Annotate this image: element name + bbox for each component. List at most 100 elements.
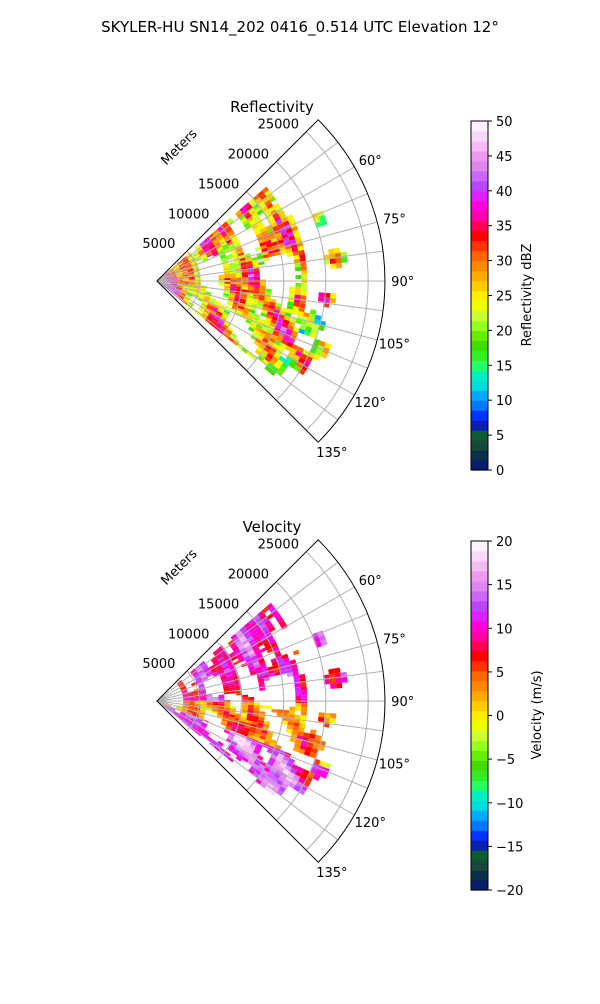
field-cell [295, 695, 301, 699]
field-cell [334, 668, 341, 674]
field-cell [195, 702, 201, 703]
field-cell [336, 263, 342, 269]
colorbar-segment [471, 760, 488, 771]
field-cell [341, 257, 348, 263]
field-cell [295, 703, 301, 707]
velocity-title: Velocity [243, 518, 302, 536]
field-cell [254, 702, 260, 705]
colorbar-segment [471, 840, 488, 851]
field-cell [289, 710, 295, 714]
field-cell [207, 702, 213, 704]
colorbar-segment [471, 790, 488, 801]
field-cell [289, 290, 295, 294]
reflectivity-range-label: Meters [159, 126, 201, 168]
colorbar-segment [471, 141, 488, 152]
field-cell [295, 267, 301, 271]
colorbar-segment [471, 131, 488, 142]
colorbar-segment [471, 810, 488, 821]
colorbar-segment [471, 740, 488, 751]
field-cell [277, 713, 283, 717]
field-cell [301, 291, 307, 296]
range-tick-label: 20000 [228, 568, 269, 583]
field-cell [336, 683, 342, 689]
field-cell [328, 669, 335, 675]
field-cell [301, 686, 307, 691]
field-cell [289, 294, 295, 299]
field-cell [328, 249, 335, 255]
field-cell [335, 678, 342, 684]
colorbar-segment [471, 380, 488, 391]
field-cell [283, 713, 289, 717]
colorbar-segment [471, 691, 488, 702]
range-tick-label: 25000 [258, 118, 299, 133]
colorbar-segment [471, 711, 488, 722]
colorbar-segment [471, 880, 488, 891]
field-cell [230, 276, 236, 278]
colorbar-segment [471, 320, 488, 331]
colorbar-segment [471, 310, 488, 321]
field-cell [219, 698, 225, 700]
theta-tick-label: 105° [379, 338, 410, 353]
field-cell [248, 697, 254, 700]
field-cell [248, 277, 254, 280]
colorbar-tick-label: 10 [496, 394, 513, 409]
field-cell [295, 687, 301, 691]
field-cell [218, 274, 224, 276]
colorbar-segment [471, 870, 488, 881]
field-cell [195, 279, 201, 280]
range-tick-label: 5000 [142, 657, 175, 672]
theta-tick-label: 90° [391, 695, 414, 710]
colorbar-segment [471, 581, 488, 592]
colorbar-tick-label: 0 [496, 710, 504, 725]
colorbar-segment [471, 330, 488, 341]
field-cell [255, 247, 261, 252]
field-cell [300, 682, 306, 687]
field-cell [318, 712, 324, 717]
colorbar-segment [471, 720, 488, 731]
colorbar-segment [471, 551, 488, 562]
field-cell [330, 298, 336, 304]
colorbar-segment [471, 440, 488, 451]
colorbar-segment [471, 221, 488, 232]
field-cell [271, 709, 277, 713]
reflectivity-colorbar-label: Reflectivity dBZ [520, 244, 535, 347]
theta-tick-label: 105° [379, 758, 410, 773]
field-cell [330, 259, 336, 265]
field-cell [295, 291, 301, 295]
figure-title: SKYLER-HU SN14_202 0416_0.514 UTC Elevat… [101, 18, 499, 37]
field-cell [277, 709, 283, 713]
field-cell [260, 288, 266, 291]
colorbar-segment [471, 291, 488, 302]
field-cell [225, 278, 231, 280]
field-cell [213, 697, 219, 699]
theta-tick-label: 75° [383, 632, 406, 647]
colorbar-segment [471, 410, 488, 421]
colorbar-tick-label: 5 [496, 666, 504, 681]
field-cell [283, 710, 289, 714]
colorbar-tick-label: −10 [496, 797, 523, 812]
field-cell [301, 703, 307, 707]
field-cell [195, 699, 201, 700]
range-tick-label: 10000 [168, 207, 209, 222]
field-cell [195, 282, 201, 283]
field-cell [289, 287, 295, 291]
range-tick-label: 15000 [198, 597, 239, 612]
colorbar-segment [471, 850, 488, 861]
field-cell [213, 698, 219, 700]
colorbar-tick-label: 20 [496, 535, 513, 550]
colorbar-segment [471, 300, 488, 311]
theta-tick-label: 75° [383, 212, 406, 227]
colorbar-tick-label: 35 [496, 220, 513, 235]
colorbar-tick-label: 15 [496, 579, 513, 594]
velocity-range-label: Meters [159, 546, 201, 588]
field-cell [254, 274, 260, 277]
field-cell [219, 278, 225, 280]
colorbar-segment [471, 370, 488, 381]
field-cell [254, 282, 260, 285]
colorbar-segment [471, 820, 488, 831]
colorbar-segment [471, 611, 488, 622]
field-cell [213, 702, 219, 704]
field-cell [330, 718, 336, 724]
